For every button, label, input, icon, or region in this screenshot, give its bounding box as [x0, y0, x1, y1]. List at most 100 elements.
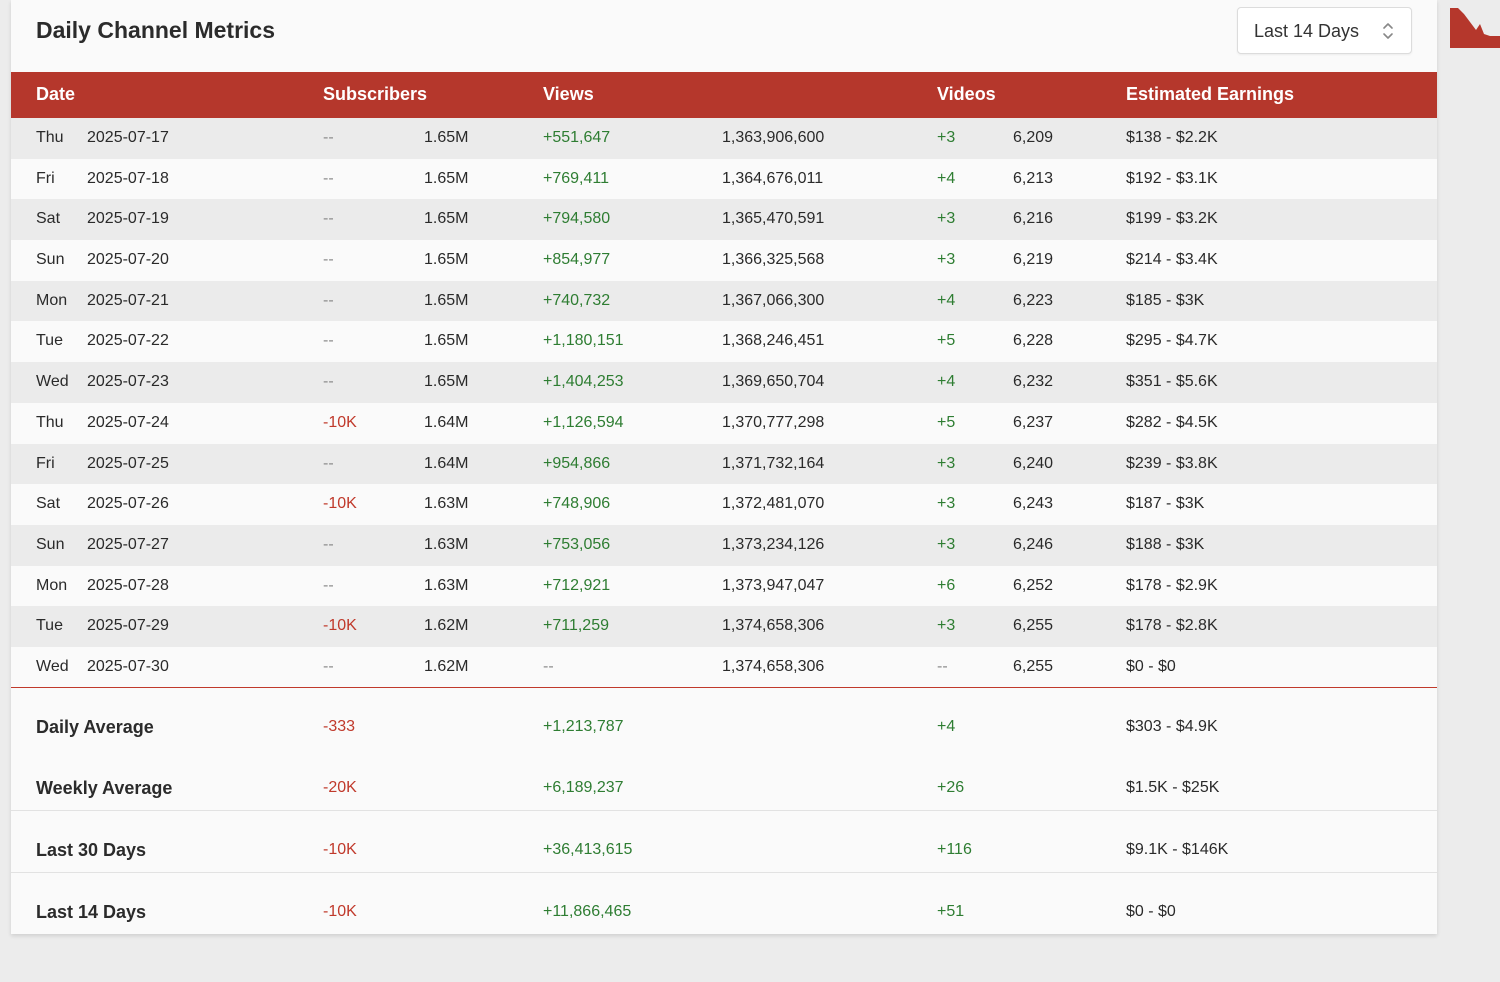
cell-subscriber-change: --	[323, 291, 334, 309]
cell-videos: 6,216	[1013, 210, 1054, 228]
cell-videos: 6,228	[1013, 332, 1054, 350]
table-row: Fri 2025-07-25 -- 1.64M +954,866 1,371,732,16…	[11, 443, 1437, 485]
cell-videos: 6,255	[1013, 657, 1054, 675]
cell-subscriber-change: --	[323, 454, 334, 472]
cell-views: 1,372,481,070	[722, 495, 825, 513]
cell-subscriber-change: --	[323, 535, 334, 553]
table-row: Sun 2025-07-20 -- 1.65M +854,977 1,366,325,56…	[11, 240, 1437, 281]
cell-subscriber-change: --	[323, 210, 334, 228]
cell-day: Tue	[36, 617, 63, 635]
cell-date: 2025-07-30	[87, 657, 169, 675]
cell-date: 2025-07-25	[87, 454, 169, 472]
cell-view-change: +954,866	[543, 454, 611, 472]
summary-label: Daily Average	[36, 717, 154, 737]
chevron-up-down-icon	[1383, 23, 1393, 39]
table-row: Fri 2025-07-18 -- 1.65M +769,411 1,364,676,01…	[11, 159, 1437, 200]
cell-videos: 6,209	[1013, 129, 1054, 146]
cell-subscribers: 1.65M	[424, 129, 469, 146]
cell-subscribers: 1.65M	[424, 373, 469, 391]
table-row: Thu 2025-07-24 -10K 1.64M +1,126,594 1,370,77…	[11, 403, 1437, 444]
column-header-earnings[interactable]: Estimated Earnings	[1126, 84, 1295, 104]
cell-day: Wed	[36, 657, 69, 675]
cell-video-change: +5	[937, 413, 956, 431]
cell-videos: 6,213	[1013, 169, 1054, 187]
summary-earnings: $0 - $0	[1126, 903, 1176, 920]
cell-video-change: +5	[937, 332, 956, 350]
daily-metrics-card: Daily Channel Metrics Last 14 Days Date …	[11, 0, 1437, 934]
summary-label: Weekly Average	[36, 778, 173, 798]
cell-day: Sun	[36, 535, 65, 553]
cell-date: 2025-07-26	[87, 495, 169, 513]
cell-view-change: +1,126,594	[543, 413, 624, 431]
cell-day: Sun	[36, 251, 65, 269]
cell-subscribers: 1.63M	[424, 576, 469, 594]
table-row: Tue 2025-07-22 -- 1.65M +1,180,151 1,368,246,…	[11, 321, 1437, 362]
summary-separator	[11, 872, 1437, 873]
cell-subscriber-change: --	[323, 169, 334, 187]
cell-subscriber-change: -10K	[323, 413, 357, 431]
table-row: Mon 2025-07-28 -- 1.63M +712,921 1,373,947,04…	[11, 566, 1437, 607]
cell-video-change: +3	[937, 129, 956, 146]
cell-day: Mon	[36, 576, 68, 594]
cell-earnings: $295 - $4.7K	[1126, 332, 1218, 350]
cell-earnings: $187 - $3K	[1126, 495, 1205, 513]
table-header: Date Subscribers Views Videos Estimated …	[11, 72, 1437, 118]
cell-view-change: +711,259	[543, 617, 609, 635]
summary-views: +1,213,787	[543, 718, 624, 735]
cell-view-change: +1,180,151	[543, 332, 624, 350]
cell-views: 1,368,246,451	[722, 332, 825, 350]
cell-video-change: +3	[937, 495, 956, 513]
summary-label: Last 14 Days	[36, 902, 147, 922]
cell-date: 2025-07-23	[87, 373, 169, 391]
cell-video-change: +4	[937, 169, 956, 187]
cell-subscribers: 1.65M	[424, 169, 469, 187]
cell-earnings: $178 - $2.8K	[1126, 617, 1218, 635]
summary-label: Last 30 Days	[36, 840, 147, 860]
summary-earnings: $1.5K - $25K	[1126, 779, 1220, 796]
cell-date: 2025-07-18	[87, 169, 169, 187]
cell-subscriber-change: -10K	[323, 617, 357, 635]
cell-view-change: +794,580	[543, 210, 611, 228]
cell-videos: 6,223	[1013, 291, 1054, 309]
column-header-views[interactable]: Views	[543, 84, 594, 104]
cell-view-change: --	[543, 657, 554, 675]
summary-earnings: $9.1K - $146K	[1126, 841, 1229, 858]
summary-videos: +26	[937, 779, 965, 796]
cell-subscriber-change: --	[323, 373, 334, 391]
cell-videos: 6,219	[1013, 251, 1054, 269]
summary-views: +6,189,237	[543, 779, 624, 796]
cell-date: 2025-07-19	[87, 210, 169, 228]
cell-videos: 6,243	[1013, 495, 1054, 513]
date-range-select[interactable]: Last 14 Days	[1237, 7, 1412, 54]
table-row: Sat 2025-07-26 -10K 1.63M +748,906 1,372,481,…	[11, 484, 1437, 525]
table-row: Wed 2025-07-30 -- 1.62M -- 1,374,658,306 -- 6,2…	[11, 647, 1437, 688]
summary-subscribers: -333	[323, 718, 356, 735]
column-header-date[interactable]: Date	[36, 84, 76, 104]
cell-subscribers: 1.65M	[424, 332, 469, 350]
cell-subscriber-change: --	[323, 657, 334, 675]
summary-subscribers: -10K	[323, 903, 357, 920]
cell-date: 2025-07-17	[87, 129, 169, 146]
cell-video-change: +4	[937, 373, 956, 391]
date-range-value: Last 14 Days	[1254, 21, 1360, 41]
cell-view-change: +769,411	[543, 169, 609, 187]
cell-earnings: $138 - $2.2K	[1126, 129, 1218, 146]
cell-video-change: +3	[937, 535, 956, 553]
cell-earnings: $351 - $5.6K	[1126, 373, 1218, 391]
cell-earnings: $214 - $3.4K	[1126, 251, 1218, 269]
cell-views: 1,364,676,011	[722, 169, 824, 187]
summary-divider	[11, 687, 1437, 688]
cell-views: 1,371,732,164	[722, 454, 825, 472]
cell-day: Thu	[36, 413, 64, 431]
cell-videos: 6,246	[1013, 535, 1054, 553]
cell-video-change: +3	[937, 251, 956, 269]
cell-video-change: +3	[937, 617, 956, 635]
column-header-subscribers[interactable]: Subscribers	[323, 84, 428, 104]
cell-subscriber-change: --	[323, 576, 334, 594]
cell-video-change: +3	[937, 454, 956, 472]
cell-day: Fri	[36, 454, 55, 472]
column-header-videos[interactable]: Videos	[937, 84, 996, 104]
cell-earnings: $192 - $3.1K	[1126, 169, 1218, 187]
cell-day: Fri	[36, 169, 55, 187]
cell-views: 1,373,234,126	[722, 535, 825, 553]
